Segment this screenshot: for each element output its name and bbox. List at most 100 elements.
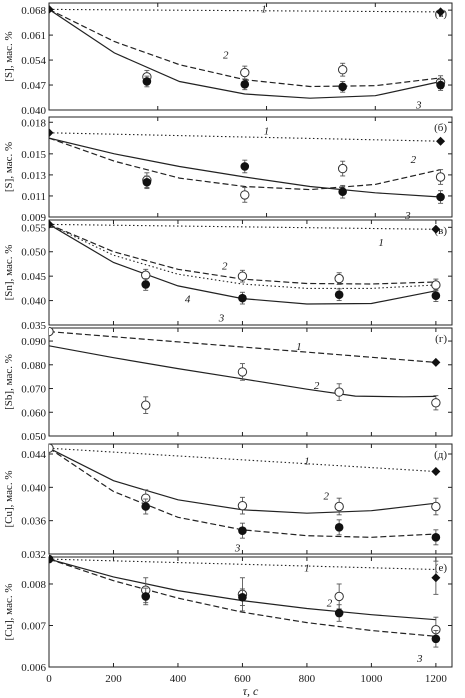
diamond-marker xyxy=(431,467,441,476)
open-marker xyxy=(240,67,250,78)
filled-marker xyxy=(431,291,441,300)
panel-2: 0.018 0.015 0.013 0.011 0.009 [S], мас. % (б) 1… xyxy=(3,116,453,224)
curve-label-2: 2 xyxy=(327,598,333,610)
y-tick-label: 0.035 xyxy=(21,320,46,332)
curve-label-3: 3 xyxy=(404,210,411,222)
panel-frame xyxy=(48,116,453,218)
open-marker xyxy=(141,400,151,410)
filled-marker xyxy=(436,192,445,202)
x-axis-title: τ, с xyxy=(243,684,259,698)
y-tick-label: 0.011 xyxy=(22,191,46,203)
y-tick-label: 0.050 xyxy=(21,431,46,443)
y-axis-label: [Sb], мас. % xyxy=(3,354,15,410)
plot-area xyxy=(49,219,441,305)
curve-label-1: 1 xyxy=(296,341,302,353)
plot-area xyxy=(49,128,446,204)
y-tick-label: 0.060 xyxy=(21,407,46,419)
curve-label-2: 2 xyxy=(411,154,417,166)
filled-marker xyxy=(338,82,347,92)
open-marker xyxy=(334,273,344,284)
y-tick-label: 0.009 xyxy=(21,212,46,224)
series-4-line xyxy=(49,223,436,289)
series-3-line xyxy=(49,8,441,99)
y-axis-label: [Sn], мас. % xyxy=(3,245,15,301)
y-tick-label: 0.045 xyxy=(21,271,46,283)
diamond-marker xyxy=(436,136,446,146)
open-marker xyxy=(337,163,348,174)
y-axis-label: [Cu], мас. % xyxy=(3,584,15,641)
y-tick-label: 0.007 xyxy=(21,620,46,632)
y-tick-label: 0.040 xyxy=(21,296,46,308)
panel-frame xyxy=(48,443,453,555)
y-tick-label: 0.068 xyxy=(21,5,46,17)
series-1-line xyxy=(49,223,436,230)
x-axis: 0 200 400 600 800 1000 1200 τ, с xyxy=(46,673,447,698)
diamond-marker xyxy=(49,4,54,14)
x-tick-label: 400 xyxy=(170,673,187,685)
filled-marker xyxy=(238,592,247,602)
diamond-marker xyxy=(49,219,54,229)
curve-label-2: 2 xyxy=(223,50,229,62)
y-tick-label: 0.047 xyxy=(21,80,46,92)
open-marker xyxy=(334,387,344,397)
panel-letter: (б) xyxy=(434,122,447,134)
filled-marker xyxy=(238,526,247,535)
plot-area xyxy=(49,443,441,546)
series-2-line xyxy=(49,137,441,191)
curve-label-3: 3 xyxy=(218,313,225,325)
filled-marker xyxy=(142,177,152,187)
panel-frame xyxy=(48,2,453,111)
x-tick-label: 600 xyxy=(234,673,251,685)
panel-frame xyxy=(48,556,453,668)
y-tick-label: 0.090 xyxy=(21,336,46,348)
x-tick-label: 1000 xyxy=(360,673,383,685)
plot-area xyxy=(49,4,446,99)
open-marker xyxy=(49,443,54,453)
open-marker xyxy=(334,591,344,602)
diamond-marker xyxy=(431,224,441,234)
filled-marker xyxy=(334,608,344,618)
filled-marker xyxy=(240,80,250,89)
panel-letter: (д) xyxy=(434,449,447,461)
y-axis-label: [Cu], мас. % xyxy=(3,471,15,528)
open-marker xyxy=(141,270,151,280)
y-tick-label: 0.013 xyxy=(21,170,46,182)
y-tick-label: 0.015 xyxy=(21,149,46,161)
curve-label-1: 1 xyxy=(378,237,384,249)
filled-marker xyxy=(334,290,344,300)
open-marker xyxy=(435,172,446,182)
diamond-marker xyxy=(431,357,441,367)
filled-marker xyxy=(240,162,250,171)
series-1-line xyxy=(49,8,441,13)
x-tick-label: 1200 xyxy=(425,673,448,685)
series-1-line xyxy=(49,132,441,142)
y-tick-label: 0.054 xyxy=(21,55,46,67)
y-tick-label: 0.008 xyxy=(21,579,46,591)
series-1-line xyxy=(49,331,436,363)
filled-marker xyxy=(141,280,151,289)
filled-marker xyxy=(431,533,441,542)
filled-marker xyxy=(338,187,347,197)
filled-marker xyxy=(334,523,344,532)
open-marker xyxy=(237,367,248,377)
y-tick-label: 0.006 xyxy=(21,662,46,674)
panel-frame xyxy=(48,219,453,326)
panel-6: 0.008 0.007 0.006 [Cu], мас. % (е) 1 2 3 xyxy=(3,554,453,674)
series-3-line xyxy=(49,137,441,198)
curve-label-3: 3 xyxy=(415,100,422,112)
y-tick-label: 0.080 xyxy=(21,360,46,372)
x-tick-label: 800 xyxy=(299,673,316,685)
plot-area xyxy=(49,326,441,414)
curve-label-1: 1 xyxy=(304,456,310,468)
y-tick-label: 0.050 xyxy=(21,247,46,259)
y-tick-label: 0.044 xyxy=(21,449,46,461)
series-1-line xyxy=(49,447,436,473)
series-2-line xyxy=(49,345,436,398)
curve-label-2: 2 xyxy=(324,491,330,503)
curve-label-1: 1 xyxy=(261,3,267,15)
open-marker xyxy=(49,326,54,337)
series-1-line xyxy=(49,558,436,571)
y-tick-label: 0.032 xyxy=(21,549,46,561)
